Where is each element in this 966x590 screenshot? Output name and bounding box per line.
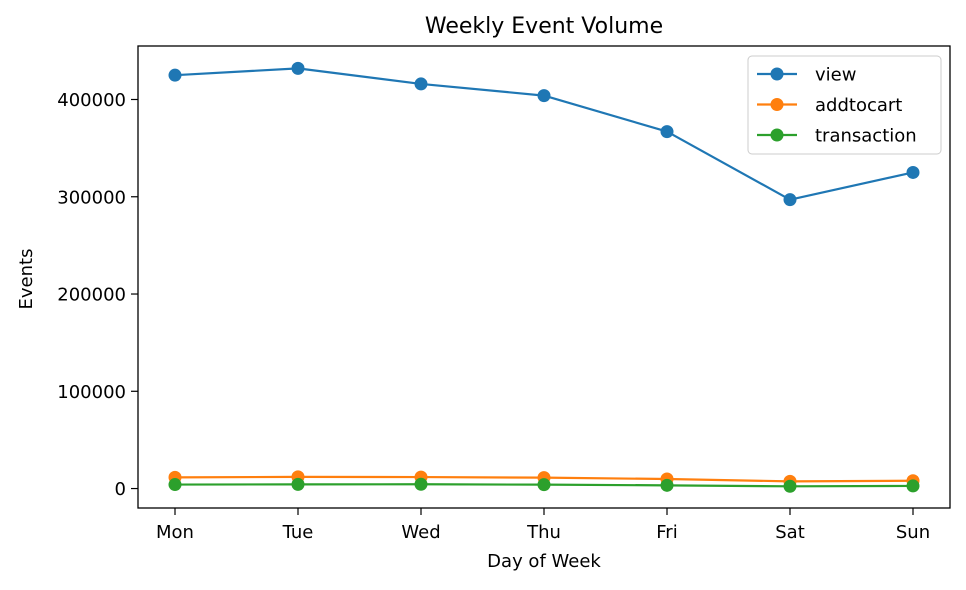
legend-label-view: view — [815, 65, 856, 86]
x-tick-label: Fri — [656, 522, 677, 543]
data-point-view — [906, 165, 920, 179]
data-point-transaction — [414, 477, 428, 491]
data-point-transaction — [291, 477, 305, 491]
y-tick-label: 0 — [115, 479, 126, 500]
y-tick-label: 200000 — [57, 285, 126, 306]
y-tick-label: 300000 — [57, 187, 126, 208]
y-tick-label: 100000 — [57, 382, 126, 403]
series-transaction — [168, 477, 920, 493]
x-tick-label: Wed — [401, 522, 440, 543]
x-tick-label: Sun — [896, 522, 930, 543]
y-axis-label: Events — [16, 249, 37, 310]
x-tick-label: Sat — [775, 522, 805, 543]
data-point-transaction — [906, 479, 920, 493]
x-tick-label: Mon — [156, 522, 194, 543]
data-point-transaction — [537, 478, 551, 492]
legend-marker-view — [770, 67, 784, 81]
legend: view addtocart transaction — [747, 55, 942, 155]
legend-box — [747, 55, 942, 155]
legend-marker-transaction — [770, 128, 784, 142]
data-point-view — [537, 89, 551, 103]
data-point-view — [660, 125, 674, 139]
legend-items: view addtocart transaction — [757, 65, 917, 147]
data-point-view — [168, 68, 182, 82]
x-tick-label: Tue — [282, 522, 314, 543]
x-tick-label: Thu — [526, 522, 561, 543]
x-axis-ticks: Mon Tue Wed Thu Fri Sat Sun — [156, 508, 930, 543]
data-point-transaction — [168, 478, 182, 492]
data-point-transaction — [660, 478, 674, 492]
legend-label-transaction: transaction — [815, 126, 917, 147]
legend-label-addtocart: addtocart — [815, 95, 902, 116]
data-point-transaction — [783, 479, 797, 493]
y-axis-ticks: 0 100000 200000 300000 400000 — [57, 90, 138, 500]
chart-title: Weekly Event Volume — [425, 14, 663, 39]
series-layer — [168, 61, 920, 493]
legend-marker-addtocart — [770, 98, 784, 111]
data-point-view — [783, 193, 797, 207]
x-axis-label: Day of Week — [487, 551, 601, 572]
series-view — [168, 61, 920, 207]
data-point-view — [291, 61, 305, 75]
data-point-view — [414, 77, 428, 91]
y-tick-label: 400000 — [57, 90, 126, 111]
